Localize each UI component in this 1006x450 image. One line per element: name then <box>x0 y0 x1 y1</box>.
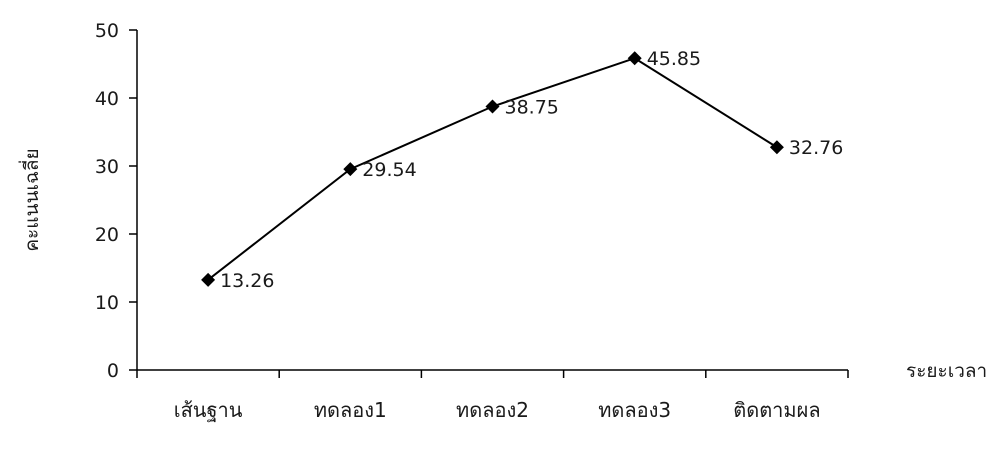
x-tick-label: เส้นฐาน <box>174 398 243 422</box>
x-axis-title: ระยะเวลา <box>906 360 987 382</box>
y-axis: 0 10 20 30 40 50 <box>95 20 138 382</box>
x-tick-label: ทดลอง1 <box>314 398 387 422</box>
data-point <box>485 99 500 114</box>
data-label: 29.54 <box>362 159 416 181</box>
x-tick-label: ทดลอง3 <box>598 398 671 422</box>
data-label: 13.26 <box>220 270 274 292</box>
y-tick-label: 10 <box>95 292 119 314</box>
y-axis-title: คะแนนเฉลี่ย <box>18 148 43 251</box>
data-label: 32.76 <box>789 137 843 159</box>
series-line <box>207 57 778 281</box>
x-tick-label: ทดลอง2 <box>456 398 529 422</box>
x-axis: เส้นฐาน ทดลอง1 ทดลอง2 ทดลอง3 ติดตามผล <box>136 369 849 422</box>
data-point <box>343 162 358 177</box>
x-tick-label: ติดตามผล <box>733 398 820 422</box>
y-tick-label: 20 <box>95 224 119 246</box>
y-tick-label: 0 <box>107 360 119 382</box>
y-tick-label: 40 <box>95 88 119 110</box>
data-label: 38.75 <box>505 97 559 119</box>
data-point <box>201 272 216 287</box>
data-point <box>769 140 784 155</box>
y-tick-label: 50 <box>95 20 119 42</box>
data-point <box>627 51 642 66</box>
y-tick-label: 30 <box>95 156 119 178</box>
data-label: 45.85 <box>647 48 701 70</box>
